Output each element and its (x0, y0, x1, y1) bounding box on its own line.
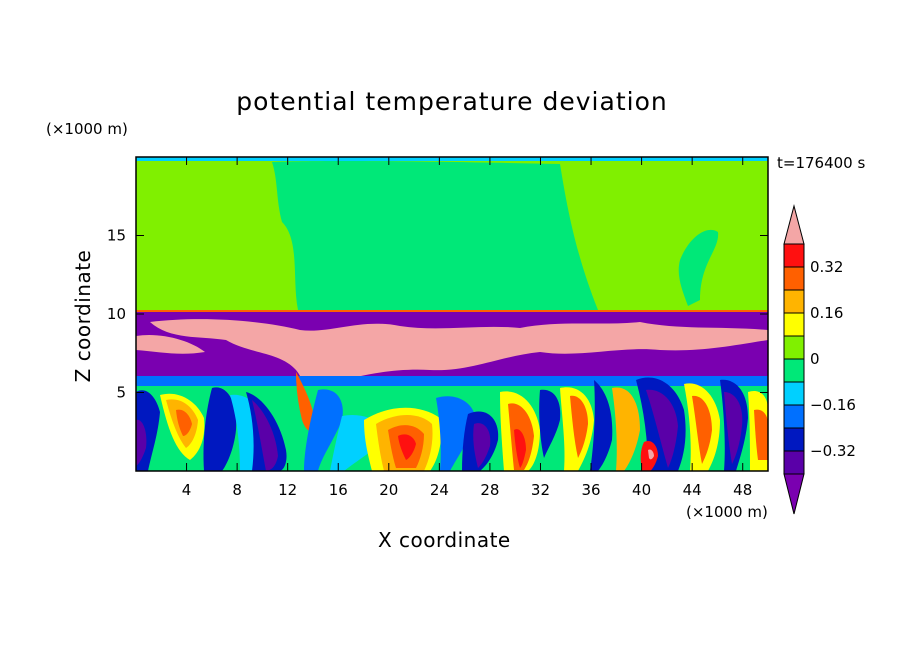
x-tick-label: 8 (232, 481, 242, 499)
convective-top-band (136, 376, 768, 386)
inversion-warm-tongue (150, 319, 768, 420)
x-tick-label: 12 (278, 481, 297, 499)
x-tick-label: 48 (733, 481, 752, 499)
x-axis-ticks: 4 8 12 16 20 24 28 32 36 40 44 48 (182, 157, 752, 499)
convective-cells (136, 372, 768, 471)
colorbar-extend-low (783, 473, 805, 515)
x-tick-label: 20 (379, 481, 398, 499)
y-axis-unit: (×1000 m) (46, 120, 128, 138)
colorbar-tick-label: 0 (810, 350, 820, 368)
upper-core-region (272, 160, 598, 310)
colorbar-segment (783, 450, 805, 475)
chart-title: potential temperature deviation (236, 87, 668, 116)
x-tick-label: 4 (182, 481, 192, 499)
time-label: t=176400 s (777, 154, 866, 172)
x-tick-label: 40 (632, 481, 651, 499)
colorbar-segment (783, 312, 805, 337)
x-axis-label: X coordinate (378, 528, 511, 552)
colorbar: 0.32 0.16 0 −0.16 −0.32 (783, 204, 856, 515)
colorbar-segment (783, 381, 805, 406)
y-tick-label: 10 (107, 305, 126, 323)
colorbar-tick-label: −0.32 (810, 442, 856, 460)
colorbar-segment (783, 404, 805, 429)
upper-right-patch (678, 229, 719, 306)
y-tick-label: 5 (116, 384, 126, 402)
colorbar-segment (783, 358, 805, 383)
colorbar-extend-high (783, 204, 805, 245)
inversion-left-warm (136, 334, 205, 354)
contour-field (136, 157, 768, 471)
colorbar-segment (783, 289, 805, 314)
x-tick-label: 28 (480, 481, 499, 499)
colorbar-tick-label: −0.16 (810, 396, 856, 414)
y-tick-label: 15 (107, 227, 126, 245)
upper-top-band (136, 157, 768, 161)
x-axis-unit: (×1000 m) (686, 503, 768, 521)
x-tick-label: 24 (430, 481, 449, 499)
colorbar-segment (783, 243, 805, 268)
x-tick-label: 16 (329, 481, 348, 499)
x-tick-label: 44 (683, 481, 702, 499)
colorbar-segment (783, 427, 805, 452)
x-tick-label: 32 (531, 481, 550, 499)
colorbar-segment (783, 335, 805, 360)
colorbar-tick-label: 0.32 (810, 258, 843, 276)
x-tick-label: 36 (581, 481, 600, 499)
colorbar-tick-label: 0.16 (810, 304, 843, 322)
colorbar-segment (783, 266, 805, 291)
y-axis-ticks: 5 10 15 (107, 227, 768, 402)
